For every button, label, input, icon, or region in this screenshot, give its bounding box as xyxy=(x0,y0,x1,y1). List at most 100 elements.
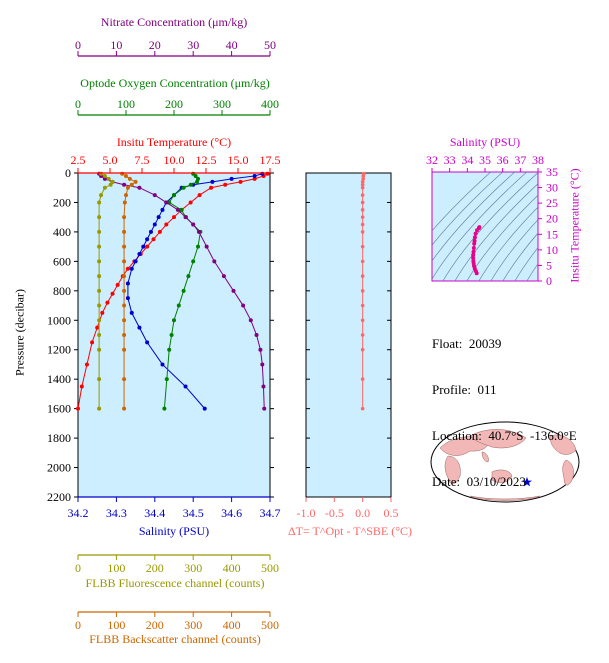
salinity-tick-label: 34.6 xyxy=(221,506,242,520)
backscatter-point xyxy=(125,185,130,190)
temperature-point xyxy=(223,182,228,187)
top-axes: 0 10 20 30 40 50 0 100 200 300 400 2.5 5.0 7.5 10.0 12.… xyxy=(71,38,281,174)
fluorescence-point xyxy=(97,406,102,411)
backscatter-point xyxy=(124,193,128,198)
nitrate-point xyxy=(102,176,107,181)
backscatter-point xyxy=(122,259,127,264)
salinity-tick-label: 34.7 xyxy=(260,506,281,520)
salinity-point xyxy=(229,176,234,181)
temperature-tick-label: 7.5 xyxy=(135,153,150,167)
salinity-point xyxy=(129,266,134,271)
salinity-point xyxy=(145,340,150,345)
oxygen-point xyxy=(172,193,176,198)
delta-t-series-group xyxy=(360,171,366,411)
main-plot-area xyxy=(77,172,271,498)
nitrate-point xyxy=(164,200,169,205)
ts-point xyxy=(471,245,476,250)
density-contour xyxy=(466,194,538,281)
fluorescence-point xyxy=(106,176,111,181)
delta-t-point xyxy=(360,215,365,219)
salinity-point xyxy=(152,222,157,227)
backscatter-tick-label: 200 xyxy=(146,618,164,632)
backscatter-tick-label: 500 xyxy=(261,618,279,632)
temperature-point xyxy=(252,176,257,181)
fluorescence-tick-label: 500 xyxy=(261,561,279,575)
nitrate-point xyxy=(191,222,196,227)
backscatter-point xyxy=(120,171,125,176)
nitrate-point xyxy=(261,384,266,389)
delta-t-point xyxy=(360,406,365,411)
density-contour xyxy=(432,172,516,262)
oxygen-point xyxy=(162,406,167,411)
oxygen-point xyxy=(164,377,169,382)
fluorescence-point xyxy=(97,229,102,234)
fluorescence-axis-label: FLBB Fluorescence channel (counts) xyxy=(85,576,265,590)
delta-t-point xyxy=(361,177,366,181)
density-contour xyxy=(526,263,538,281)
temperature-point xyxy=(145,244,150,249)
ts-xtick-label: 38 xyxy=(532,153,544,167)
nitrate-tick-label: 10 xyxy=(110,38,122,52)
oxygen-point xyxy=(195,179,200,184)
africa-shape xyxy=(444,455,461,484)
nitrate-point xyxy=(248,318,253,323)
temperature-point xyxy=(172,215,176,220)
fluorescence-tick-label: 100 xyxy=(107,561,125,575)
nitrate-point xyxy=(231,288,236,293)
ts-point xyxy=(472,235,477,240)
backscatter-point xyxy=(122,215,127,220)
oxygen-point xyxy=(181,288,186,293)
location-label: Location: xyxy=(432,428,482,443)
nitrate-point xyxy=(137,185,142,190)
oxygen-point xyxy=(167,347,172,352)
salinity-point xyxy=(137,325,142,330)
temperature-point xyxy=(76,406,80,411)
fluorescence-point xyxy=(97,347,102,352)
density-contour xyxy=(432,172,492,232)
salinity-point xyxy=(156,215,161,220)
backscatter-point xyxy=(122,303,127,308)
temperature-tick-label: 15.0 xyxy=(228,153,249,167)
delta-t-point xyxy=(360,318,365,323)
oxygen-point xyxy=(169,333,174,337)
backscatter-point xyxy=(122,333,127,337)
fluorescence-point xyxy=(97,215,102,220)
oxygen-series-line xyxy=(163,173,201,409)
oxygen-point xyxy=(172,318,176,323)
temperature-point xyxy=(265,171,270,176)
pressure-tick-label: 0 xyxy=(65,166,71,180)
ts-ytick-label: 25 xyxy=(546,196,558,210)
pressure-tick-label: 1000 xyxy=(47,313,71,327)
temperature-point xyxy=(238,179,243,184)
salinity-point xyxy=(133,259,138,264)
salinity-point xyxy=(141,244,146,249)
fluorescence-point xyxy=(102,173,107,178)
fluorescence-point xyxy=(99,171,104,176)
ts-point xyxy=(471,249,476,254)
nitrate-point xyxy=(196,229,201,234)
delta-t-tick-label: -0.5 xyxy=(325,506,344,520)
pressure-tick-label: 600 xyxy=(53,254,71,268)
ts-xtick-label: 37 xyxy=(514,153,526,167)
oxygen-point xyxy=(179,207,184,212)
backscatter-point xyxy=(122,377,127,382)
nitrate-tick-label: 30 xyxy=(187,38,199,52)
delta-t-point xyxy=(360,347,365,352)
delta-t-tick-label: -1.0 xyxy=(297,506,316,520)
salinity-point xyxy=(183,384,188,389)
date-label: Date: xyxy=(432,474,461,489)
fluorescence-point xyxy=(102,185,107,190)
pressure-tick-label: 1600 xyxy=(47,402,71,416)
pressure-tick-label: 2200 xyxy=(47,490,71,504)
ts-xtick-label: 32 xyxy=(426,153,438,167)
backscatter-point xyxy=(122,288,127,293)
nitrate-point xyxy=(260,362,265,367)
delta-t-point xyxy=(360,180,365,184)
nitrate-point xyxy=(122,182,127,187)
backscatter-axis-label: FLBB Backscatter channel (counts) xyxy=(89,632,261,646)
delta-t-plot-area xyxy=(305,172,392,498)
salinity-point xyxy=(137,252,142,256)
north-america-shape xyxy=(549,434,577,455)
temperature-tick-label: 10.0 xyxy=(164,153,185,167)
